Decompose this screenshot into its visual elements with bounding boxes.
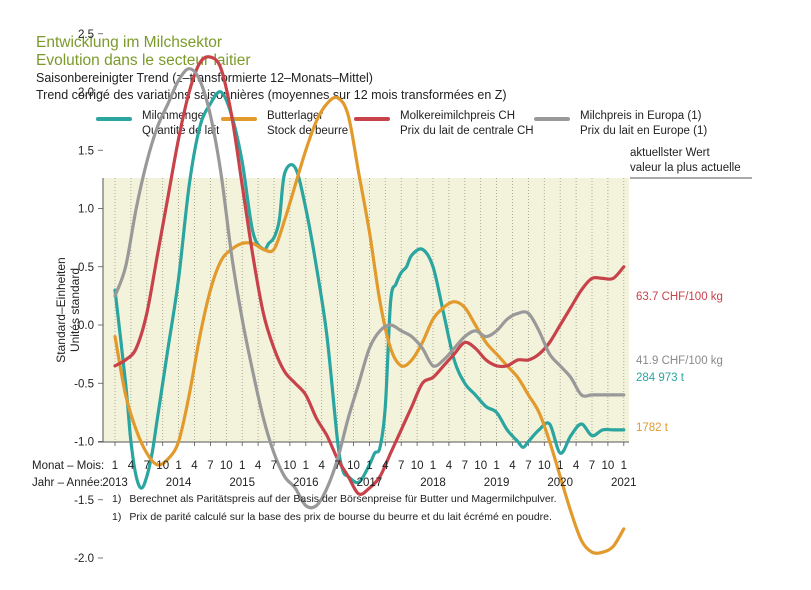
month-tick-label: 1 xyxy=(621,460,627,472)
series-butterlager xyxy=(113,95,626,555)
y-axis-label-de: Standard–Einheiten xyxy=(54,257,68,362)
subtitle-fr: Trend corrigé des variations saisonnière… xyxy=(36,88,507,102)
year-label: 2014 xyxy=(166,477,192,489)
footnote-fr: 1) Prix de parité calculé sur la base des… xyxy=(112,511,552,523)
legend-item-milchpreis-europa: Milchpreis in Europa (1) Prix du lait en… xyxy=(534,109,708,139)
year-label: 2016 xyxy=(293,477,319,489)
month-tick-label: 4 xyxy=(446,460,453,472)
latest-value-header-fr: valeur la plus actuelle xyxy=(630,162,741,174)
legend-item-molkereimilchpreis: Molkereimilchpreis CH Prix du lait de ce… xyxy=(354,109,534,139)
series-milchpreis-europa xyxy=(113,67,626,510)
legend-swatch xyxy=(221,117,257,121)
y-tick-label: 1.5 xyxy=(78,145,94,157)
month-tick-label: 7 xyxy=(271,460,277,472)
y-tick-label: -0.5 xyxy=(74,378,94,390)
title-de: Entwicklung im Milchsektor xyxy=(36,34,223,51)
month-tick-label: 4 xyxy=(318,460,325,472)
month-tick-label: 4 xyxy=(509,460,516,472)
year-label: 2018 xyxy=(420,477,446,489)
month-tick-label: 4 xyxy=(573,460,580,472)
footnote-text-fr: Prix de parité calculé sur la base des p… xyxy=(129,511,552,523)
title-fr: Evolution dans le secteur laitier xyxy=(36,52,251,69)
year-label: 2019 xyxy=(484,477,510,489)
month-tick-label: 7 xyxy=(398,460,404,472)
y-tick-label: 0.0 xyxy=(78,320,94,332)
year-label: 2015 xyxy=(229,477,255,489)
footnote-de: 1) Berechnet als Paritätspreis auf der Ba… xyxy=(112,493,557,505)
footnote-text-de: Berechnet als Paritätspreis auf der Basi… xyxy=(129,493,557,505)
series-molkereimilchpreis-ch xyxy=(113,55,626,496)
month-tick-label: 7 xyxy=(525,460,531,472)
y-tick-label: -1.0 xyxy=(74,437,94,449)
month-tick-label: 7 xyxy=(334,460,340,472)
footnote-marker: 1) xyxy=(112,493,122,505)
month-tick-label: 7 xyxy=(144,460,150,472)
month-tick-label: 1 xyxy=(175,460,181,472)
y-tick-label: 2.5 xyxy=(78,29,94,41)
legend-label-fr: Prix du lait de centrale CH xyxy=(400,125,534,137)
legend-label-fr: Prix du lait en Europe (1) xyxy=(580,125,708,137)
month-tick-label: 1 xyxy=(112,460,118,472)
legend-swatch xyxy=(354,117,390,121)
end-label-butter-stock: 1782 t xyxy=(636,422,669,434)
end-label-milk-volume: 284 973 t xyxy=(636,372,685,384)
y-tick-label: 0.5 xyxy=(78,262,94,274)
end-label-milk-price-ch: 63.7 CHF/100 kg xyxy=(636,291,723,303)
month-tick-label: 10 xyxy=(474,460,487,472)
year-label: 2017 xyxy=(357,477,383,489)
legend-label-de: Milchmenge xyxy=(142,110,204,122)
legend-label-de: Butterlager xyxy=(267,110,324,122)
y-axis-label-fr: Unités standard xyxy=(68,268,82,352)
month-tick-label: 10 xyxy=(538,460,551,472)
month-tick-label: 4 xyxy=(191,460,198,472)
end-label-milk-price-eu: 41.9 CHF/100 kg xyxy=(636,355,723,367)
plot-area xyxy=(103,178,629,442)
month-tick-label: 1 xyxy=(303,460,309,472)
legend-swatch xyxy=(96,117,132,121)
series-lines xyxy=(113,55,626,555)
legend-swatch xyxy=(534,117,570,121)
year-labels: 2013 2014 2015 2016 2017 2018 2019 2020 2021 xyxy=(102,477,636,489)
month-tick-label: 1 xyxy=(557,460,563,472)
month-tick-label: 1 xyxy=(366,460,372,472)
month-row-label: Monat – Mois: xyxy=(32,460,104,472)
legend-label-de: Milchpreis in Europa (1) xyxy=(580,110,702,122)
month-tick-label: 4 xyxy=(382,460,389,472)
month-tick-label: 10 xyxy=(347,460,360,472)
legend-label-de: Molkereimilchpreis CH xyxy=(400,110,516,122)
year-label: 2020 xyxy=(547,477,573,489)
y-tick-labels: 2.5 2.0 1.5 1.0 0.5 0.0 -0.5 -1.0 -1.5 -2.0 xyxy=(74,29,103,565)
month-tick-label: 4 xyxy=(255,460,262,472)
latest-value-header-de: aktuellster Wert xyxy=(630,147,710,159)
footnote-marker: 1) xyxy=(112,511,122,523)
series-milchmenge xyxy=(113,90,626,490)
y-tick-label: -2.0 xyxy=(74,553,94,565)
legend-label-fr: Stock de beurre xyxy=(267,125,349,137)
month-tick-label: 7 xyxy=(462,460,468,472)
month-tick-label: 1 xyxy=(493,460,499,472)
year-row-label: Jahr – Année: xyxy=(32,477,103,489)
month-tick-labels: 1 4 7 10 1 4 7 10 1 4 7 10 1 4 7 10 1 4 7 10 1 4 7 10 1 4 7 10 1 4 7 10… xyxy=(112,460,627,472)
month-tick-label: 10 xyxy=(156,460,169,472)
legend-item-butterlager: Butterlager Stock de beurre xyxy=(221,109,349,139)
month-tick-label: 10 xyxy=(220,460,233,472)
month-tick-label: 7 xyxy=(589,460,595,472)
month-tick-label: 10 xyxy=(411,460,424,472)
month-tick-label: 4 xyxy=(128,460,135,472)
y-tick-label: -1.5 xyxy=(74,495,94,507)
subtitle-de: Saisonbereinigter Trend (z–transformiert… xyxy=(36,71,373,85)
month-tick-label: 10 xyxy=(602,460,615,472)
y-tick-label: 2.0 xyxy=(78,87,94,99)
month-tick-label: 1 xyxy=(430,460,436,472)
month-tick-label: 7 xyxy=(207,460,213,472)
year-label: 2021 xyxy=(611,477,637,489)
y-tick-label: 1.0 xyxy=(78,204,94,216)
month-tick-label: 10 xyxy=(284,460,297,472)
month-tick-label: 1 xyxy=(239,460,245,472)
year-label: 2013 xyxy=(102,477,128,489)
